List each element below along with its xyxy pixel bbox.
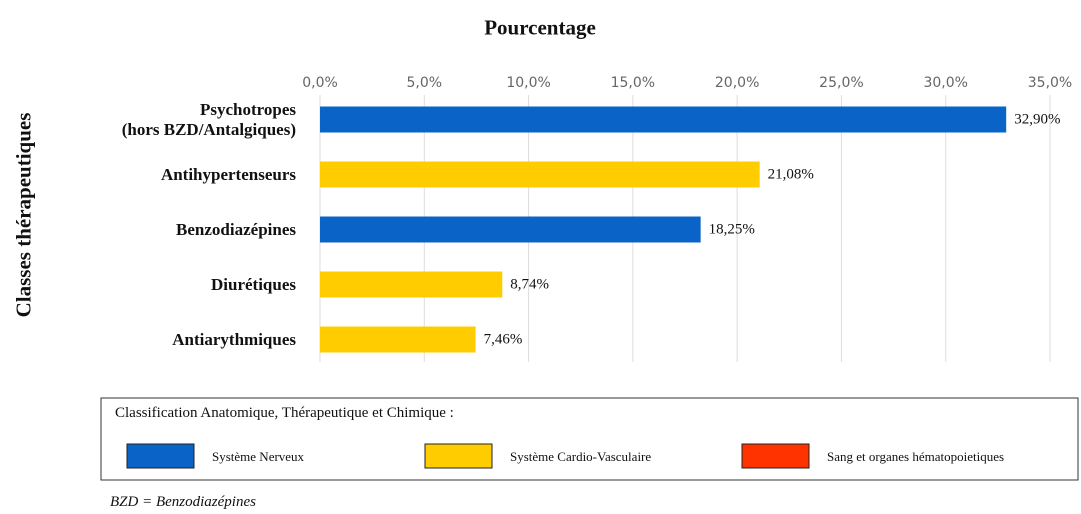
y-tick-label: Diurétiques: [211, 274, 296, 294]
legend-label: Système Nerveux: [212, 449, 305, 464]
bar: [320, 106, 1007, 133]
bar: [320, 216, 701, 243]
data-label: 18,25%: [708, 221, 755, 237]
x-tick-label: 20,0%: [714, 75, 760, 91]
legend-swatch: [126, 443, 195, 469]
x-tick-label: 0,0%: [302, 75, 338, 91]
y-tick-label: Antihypertenseurs: [160, 164, 296, 184]
data-label: 32,90%: [1014, 111, 1061, 127]
x-tick-label: 15,0%: [610, 75, 656, 91]
x-tick-label: 25,0%: [819, 75, 864, 91]
x-tick-label: 5,0%: [406, 75, 443, 91]
legend-label: Sang et organes hématopoietiques: [827, 449, 1005, 464]
legend-swatch: [741, 443, 810, 469]
x-tick-label: 10,0%: [506, 75, 551, 91]
footnote: BZD = Benzodiazépines: [110, 494, 256, 510]
bar: [320, 326, 476, 353]
legend-swatch: [424, 443, 493, 469]
bar: [320, 271, 503, 298]
legend-box: [100, 397, 1079, 481]
x-tick-label: 30,0%: [923, 75, 968, 91]
legend-title: Classification Anatomique, Thérapeutique…: [115, 405, 454, 421]
y-tick-label: Psychotropes (hors BZD/Antalgiques): [121, 99, 296, 139]
data-label: 21,08%: [767, 166, 814, 182]
bar: [320, 161, 760, 188]
data-label: 8,74%: [510, 276, 550, 292]
y-tick-label: Antiarythmiques: [172, 329, 296, 349]
x-tick-label: 35,0%: [1027, 75, 1073, 91]
legend-label: Système Cardio-Vasculaire: [510, 449, 652, 464]
y-tick-label: Benzodiazépines: [176, 219, 296, 239]
chart-title: Pourcentage: [484, 15, 596, 40]
data-label: 7,46%: [483, 331, 523, 347]
